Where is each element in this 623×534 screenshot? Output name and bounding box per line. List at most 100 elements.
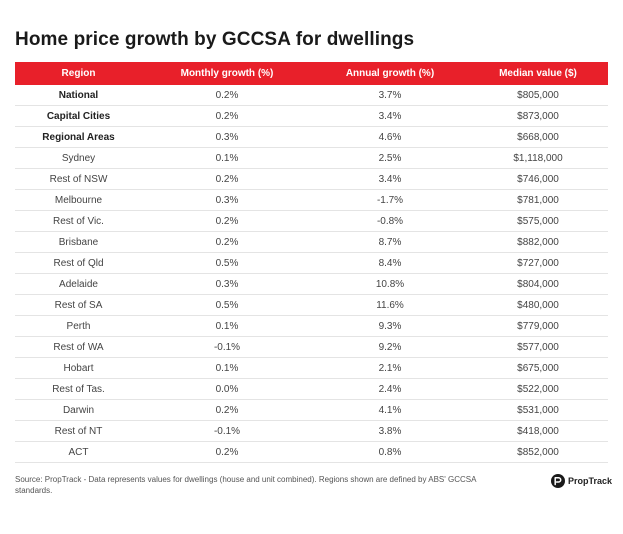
cell-median-value: $668,000 xyxy=(468,126,608,148)
cell-median-value: $779,000 xyxy=(468,315,608,337)
column-header-median-value: Median value ($) xyxy=(468,62,608,85)
cell-annual-growth: -0.8% xyxy=(312,210,468,232)
column-header-region: Region xyxy=(15,62,142,85)
cell-median-value: $522,000 xyxy=(468,378,608,400)
cell-monthly-growth: 0.2% xyxy=(142,441,312,463)
cell-annual-growth: 11.6% xyxy=(312,294,468,316)
cell-median-value: $727,000 xyxy=(468,252,608,274)
cell-region: Regional Areas xyxy=(15,126,142,148)
table-row: Rest of NT -0.1% 3.8% $418,000 xyxy=(15,420,608,442)
cell-monthly-growth: 0.1% xyxy=(142,357,312,379)
cell-annual-growth: 4.1% xyxy=(312,399,468,421)
cell-region: National xyxy=(15,85,142,106)
table-row: Capital Cities 0.2% 3.4% $873,000 xyxy=(15,105,608,127)
cell-monthly-growth: 0.1% xyxy=(142,315,312,337)
table-row: Rest of Qld 0.5% 8.4% $727,000 xyxy=(15,252,608,274)
cell-region: Rest of Qld xyxy=(15,252,142,274)
cell-region: ACT xyxy=(15,441,142,463)
cell-region: Perth xyxy=(15,315,142,337)
cell-region: Rest of SA xyxy=(15,294,142,316)
cell-median-value: $852,000 xyxy=(468,441,608,463)
cell-annual-growth: 10.8% xyxy=(312,273,468,295)
cell-monthly-growth: 0.5% xyxy=(142,252,312,274)
cell-median-value: $781,000 xyxy=(468,189,608,211)
column-header-monthly-growth: Monthly growth (%) xyxy=(142,62,312,85)
cell-region: Adelaide xyxy=(15,273,142,295)
cell-annual-growth: 9.2% xyxy=(312,336,468,358)
cell-region: Rest of NSW xyxy=(15,168,142,190)
cell-annual-growth: 8.7% xyxy=(312,231,468,253)
cell-annual-growth: 3.4% xyxy=(312,168,468,190)
table-row: Melbourne 0.3% -1.7% $781,000 xyxy=(15,189,608,211)
cell-monthly-growth: 0.3% xyxy=(142,189,312,211)
proptrack-logo-icon xyxy=(551,474,565,488)
table-row: Adelaide 0.3% 10.8% $804,000 xyxy=(15,273,608,295)
cell-annual-growth: -1.7% xyxy=(312,189,468,211)
table-row: Hobart 0.1% 2.1% $675,000 xyxy=(15,357,608,379)
table-row: Rest of Tas. 0.0% 2.4% $522,000 xyxy=(15,378,608,400)
cell-monthly-growth: 0.2% xyxy=(142,168,312,190)
table-row: Rest of SA 0.5% 11.6% $480,000 xyxy=(15,294,608,316)
cell-region: Capital Cities xyxy=(15,105,142,127)
table-header-row: Region Monthly growth (%) Annual growth … xyxy=(15,62,608,85)
cell-region: Hobart xyxy=(15,357,142,379)
table-row: Perth 0.1% 9.3% $779,000 xyxy=(15,315,608,337)
table-row: National 0.2% 3.7% $805,000 xyxy=(15,85,608,106)
cell-annual-growth: 2.1% xyxy=(312,357,468,379)
cell-monthly-growth: 0.5% xyxy=(142,294,312,316)
cell-median-value: $577,000 xyxy=(468,336,608,358)
logo-text: PropTrack xyxy=(568,476,613,486)
cell-monthly-growth: 0.2% xyxy=(142,210,312,232)
cell-median-value: $873,000 xyxy=(468,105,608,127)
cell-monthly-growth: 0.2% xyxy=(142,85,312,106)
cell-median-value: $1,118,000 xyxy=(468,147,608,169)
cell-region: Rest of Tas. xyxy=(15,378,142,400)
cell-annual-growth: 3.7% xyxy=(312,85,468,106)
cell-median-value: $805,000 xyxy=(468,85,608,106)
table-row: Brisbane 0.2% 8.7% $882,000 xyxy=(15,231,608,253)
table-row: Rest of WA -0.1% 9.2% $577,000 xyxy=(15,336,608,358)
cell-monthly-growth: -0.1% xyxy=(142,420,312,442)
table-row: Darwin 0.2% 4.1% $531,000 xyxy=(15,399,608,421)
cell-median-value: $675,000 xyxy=(468,357,608,379)
cell-median-value: $575,000 xyxy=(468,210,608,232)
cell-annual-growth: 4.6% xyxy=(312,126,468,148)
table-row: ACT 0.2% 0.8% $852,000 xyxy=(15,441,608,463)
cell-median-value: $480,000 xyxy=(468,294,608,316)
cell-region: Melbourne xyxy=(15,189,142,211)
cell-monthly-growth: 0.2% xyxy=(142,399,312,421)
cell-region: Rest of WA xyxy=(15,336,142,358)
cell-median-value: $882,000 xyxy=(468,231,608,253)
source-footnote: Source: PropTrack - Data represents valu… xyxy=(15,475,477,495)
table-row: Regional Areas 0.3% 4.6% $668,000 xyxy=(15,126,608,148)
cell-region: Brisbane xyxy=(15,231,142,253)
column-header-annual-growth: Annual growth (%) xyxy=(312,62,468,85)
cell-monthly-growth: 0.1% xyxy=(142,147,312,169)
cell-median-value: $804,000 xyxy=(468,273,608,295)
cell-annual-growth: 3.8% xyxy=(312,420,468,442)
cell-region: Darwin xyxy=(15,399,142,421)
cell-monthly-growth: 0.2% xyxy=(142,105,312,127)
table-row: Sydney 0.1% 2.5% $1,118,000 xyxy=(15,147,608,169)
cell-monthly-growth: 0.2% xyxy=(142,231,312,253)
cell-monthly-growth: 0.3% xyxy=(142,273,312,295)
table-body: National 0.2% 3.7% $805,000 Capital Cities 0.… xyxy=(15,85,608,463)
cell-annual-growth: 0.8% xyxy=(312,441,468,463)
cell-annual-growth: 3.4% xyxy=(312,105,468,127)
cell-monthly-growth: 0.3% xyxy=(142,126,312,148)
cell-annual-growth: 9.3% xyxy=(312,315,468,337)
cell-region: Sydney xyxy=(15,147,142,169)
cell-monthly-growth: 0.0% xyxy=(142,378,312,400)
cell-region: Rest of NT xyxy=(15,420,142,442)
cell-monthly-growth: -0.1% xyxy=(142,336,312,358)
table-row: Rest of Vic. 0.2% -0.8% $575,000 xyxy=(15,210,608,232)
data-table: Region Monthly growth (%) Annual growth … xyxy=(15,62,608,463)
cell-annual-growth: 2.4% xyxy=(312,378,468,400)
cell-annual-growth: 8.4% xyxy=(312,252,468,274)
proptrack-logo: PropTrack xyxy=(551,474,612,488)
table-row: Rest of NSW 0.2% 3.4% $746,000 xyxy=(15,168,608,190)
chart-title: Home price growth by GCCSA for dwellings xyxy=(15,29,415,50)
cell-median-value: $418,000 xyxy=(468,420,608,442)
cell-region: Rest of Vic. xyxy=(15,210,142,232)
cell-annual-growth: 2.5% xyxy=(312,147,468,169)
